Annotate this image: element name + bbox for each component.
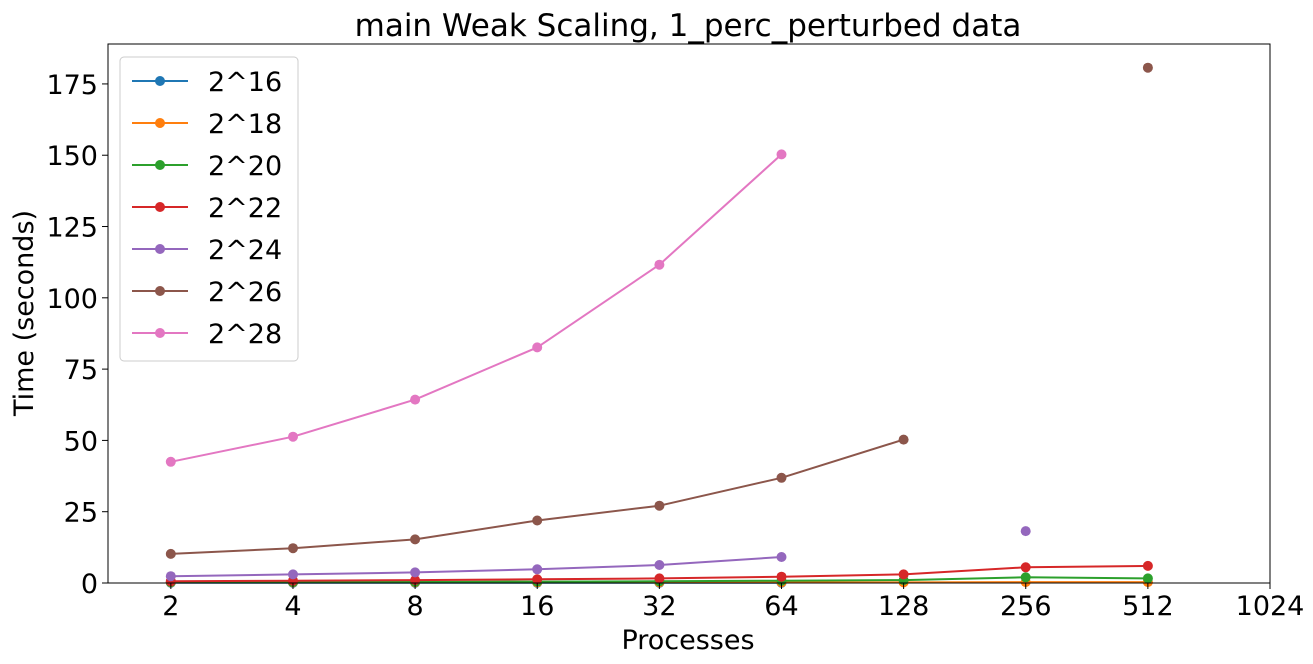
data-point-6-1 bbox=[288, 431, 298, 442]
data-point-6-4 bbox=[654, 259, 665, 270]
legend-swatch-marker bbox=[155, 286, 165, 296]
x-tick-label: 1024 bbox=[1236, 591, 1305, 622]
series-4 bbox=[165, 526, 1031, 582]
legend-label: 2^18 bbox=[208, 109, 282, 140]
legend-entry: 2^22 bbox=[132, 193, 282, 224]
x-tick-label: 512 bbox=[1122, 591, 1174, 622]
legend-entry: 2^24 bbox=[132, 235, 282, 266]
y-tick-label: 50 bbox=[64, 426, 98, 457]
legend-entry: 2^28 bbox=[132, 319, 282, 350]
x-tick-label: 8 bbox=[407, 591, 424, 622]
data-point-6-2 bbox=[410, 394, 421, 405]
x-tick-label: 32 bbox=[642, 591, 676, 622]
data-point-2-8 bbox=[1142, 573, 1153, 584]
data-point-5-2 bbox=[410, 534, 421, 545]
data-point-4-7 bbox=[1020, 526, 1031, 537]
data-point-3-4 bbox=[654, 573, 665, 584]
data-point-3-6 bbox=[898, 569, 909, 580]
legend-label: 2^26 bbox=[208, 277, 282, 308]
legend: 2^16 2^18 2^20 2^22 2^24 2^26 2^28 bbox=[119, 56, 299, 362]
y-axis-label: Time (seconds) bbox=[9, 210, 40, 417]
x-axis-label: Processes bbox=[621, 625, 754, 656]
data-point-3-7 bbox=[1020, 562, 1031, 573]
data-point-5-8 bbox=[1142, 62, 1153, 73]
series-line-6-0 bbox=[170, 153, 783, 463]
data-point-4-4 bbox=[654, 560, 665, 570]
y-tick-label: 175 bbox=[46, 70, 98, 101]
legend-label: 2^16 bbox=[208, 67, 282, 98]
data-point-4-0 bbox=[165, 571, 176, 582]
y-tick-label: 150 bbox=[46, 141, 98, 172]
data-point-4-5 bbox=[776, 552, 787, 562]
legend-swatch-marker bbox=[155, 160, 165, 170]
data-point-3-8 bbox=[1142, 560, 1153, 571]
y-tick-label: 100 bbox=[46, 284, 98, 315]
legend-entry: 2^18 bbox=[132, 109, 282, 140]
legend-label: 2^28 bbox=[208, 319, 282, 350]
legend-entry: 2^20 bbox=[132, 151, 282, 182]
axes: 2 4 8 16 32 64 128 256 512 1024 0 25 50 75 100 125 150 17… bbox=[46, 43, 1305, 622]
legend-swatch-marker bbox=[155, 244, 165, 254]
x-tick-label: 2 bbox=[162, 591, 179, 622]
chart-title: main Weak Scaling, 1_perc_perturbed data bbox=[355, 8, 1022, 44]
y-tick-label: 75 bbox=[64, 355, 98, 386]
data-point-5-4 bbox=[654, 500, 665, 511]
series-6 bbox=[165, 149, 787, 467]
legend-swatch-marker bbox=[155, 202, 165, 212]
series-line-4-0 bbox=[170, 556, 782, 578]
data-point-4-1 bbox=[288, 569, 298, 580]
legend-box bbox=[119, 56, 299, 362]
legend-swatch-marker bbox=[155, 76, 165, 86]
x-tick-label: 64 bbox=[764, 591, 798, 622]
x-tick-label: 16 bbox=[520, 591, 554, 622]
data-point-2-7 bbox=[1020, 572, 1031, 583]
legend-swatch-marker bbox=[155, 118, 165, 128]
data-point-5-0 bbox=[165, 548, 176, 559]
series-5 bbox=[165, 62, 1153, 559]
axes-frame bbox=[107, 43, 1271, 584]
data-point-5-1 bbox=[288, 543, 298, 554]
data-point-5-6 bbox=[898, 434, 909, 445]
y-tick-label: 25 bbox=[64, 498, 98, 529]
legend-swatch-marker bbox=[155, 328, 165, 338]
data-point-5-5 bbox=[776, 472, 787, 483]
y-tick-label: 125 bbox=[46, 213, 98, 244]
legend-label: 2^20 bbox=[208, 151, 282, 182]
x-tick-label: 128 bbox=[878, 591, 930, 622]
x-tick-label: 4 bbox=[284, 591, 301, 622]
data-point-5-3 bbox=[532, 515, 543, 526]
legend-label: 2^24 bbox=[208, 235, 282, 266]
data-point-4-3 bbox=[532, 564, 543, 575]
data-point-3-5 bbox=[776, 571, 787, 582]
legend-label: 2^22 bbox=[208, 193, 282, 224]
data-point-6-3 bbox=[532, 342, 543, 353]
x-tick-label: 256 bbox=[1000, 591, 1052, 622]
data-point-3-3 bbox=[532, 574, 543, 585]
data-point-4-2 bbox=[410, 567, 421, 578]
data-point-6-0 bbox=[165, 456, 176, 467]
data-point-6-5 bbox=[776, 149, 787, 160]
y-tick-label: 0 bbox=[81, 569, 98, 600]
legend-entry: 2^16 bbox=[132, 67, 282, 98]
legend-entry: 2^26 bbox=[132, 277, 282, 308]
